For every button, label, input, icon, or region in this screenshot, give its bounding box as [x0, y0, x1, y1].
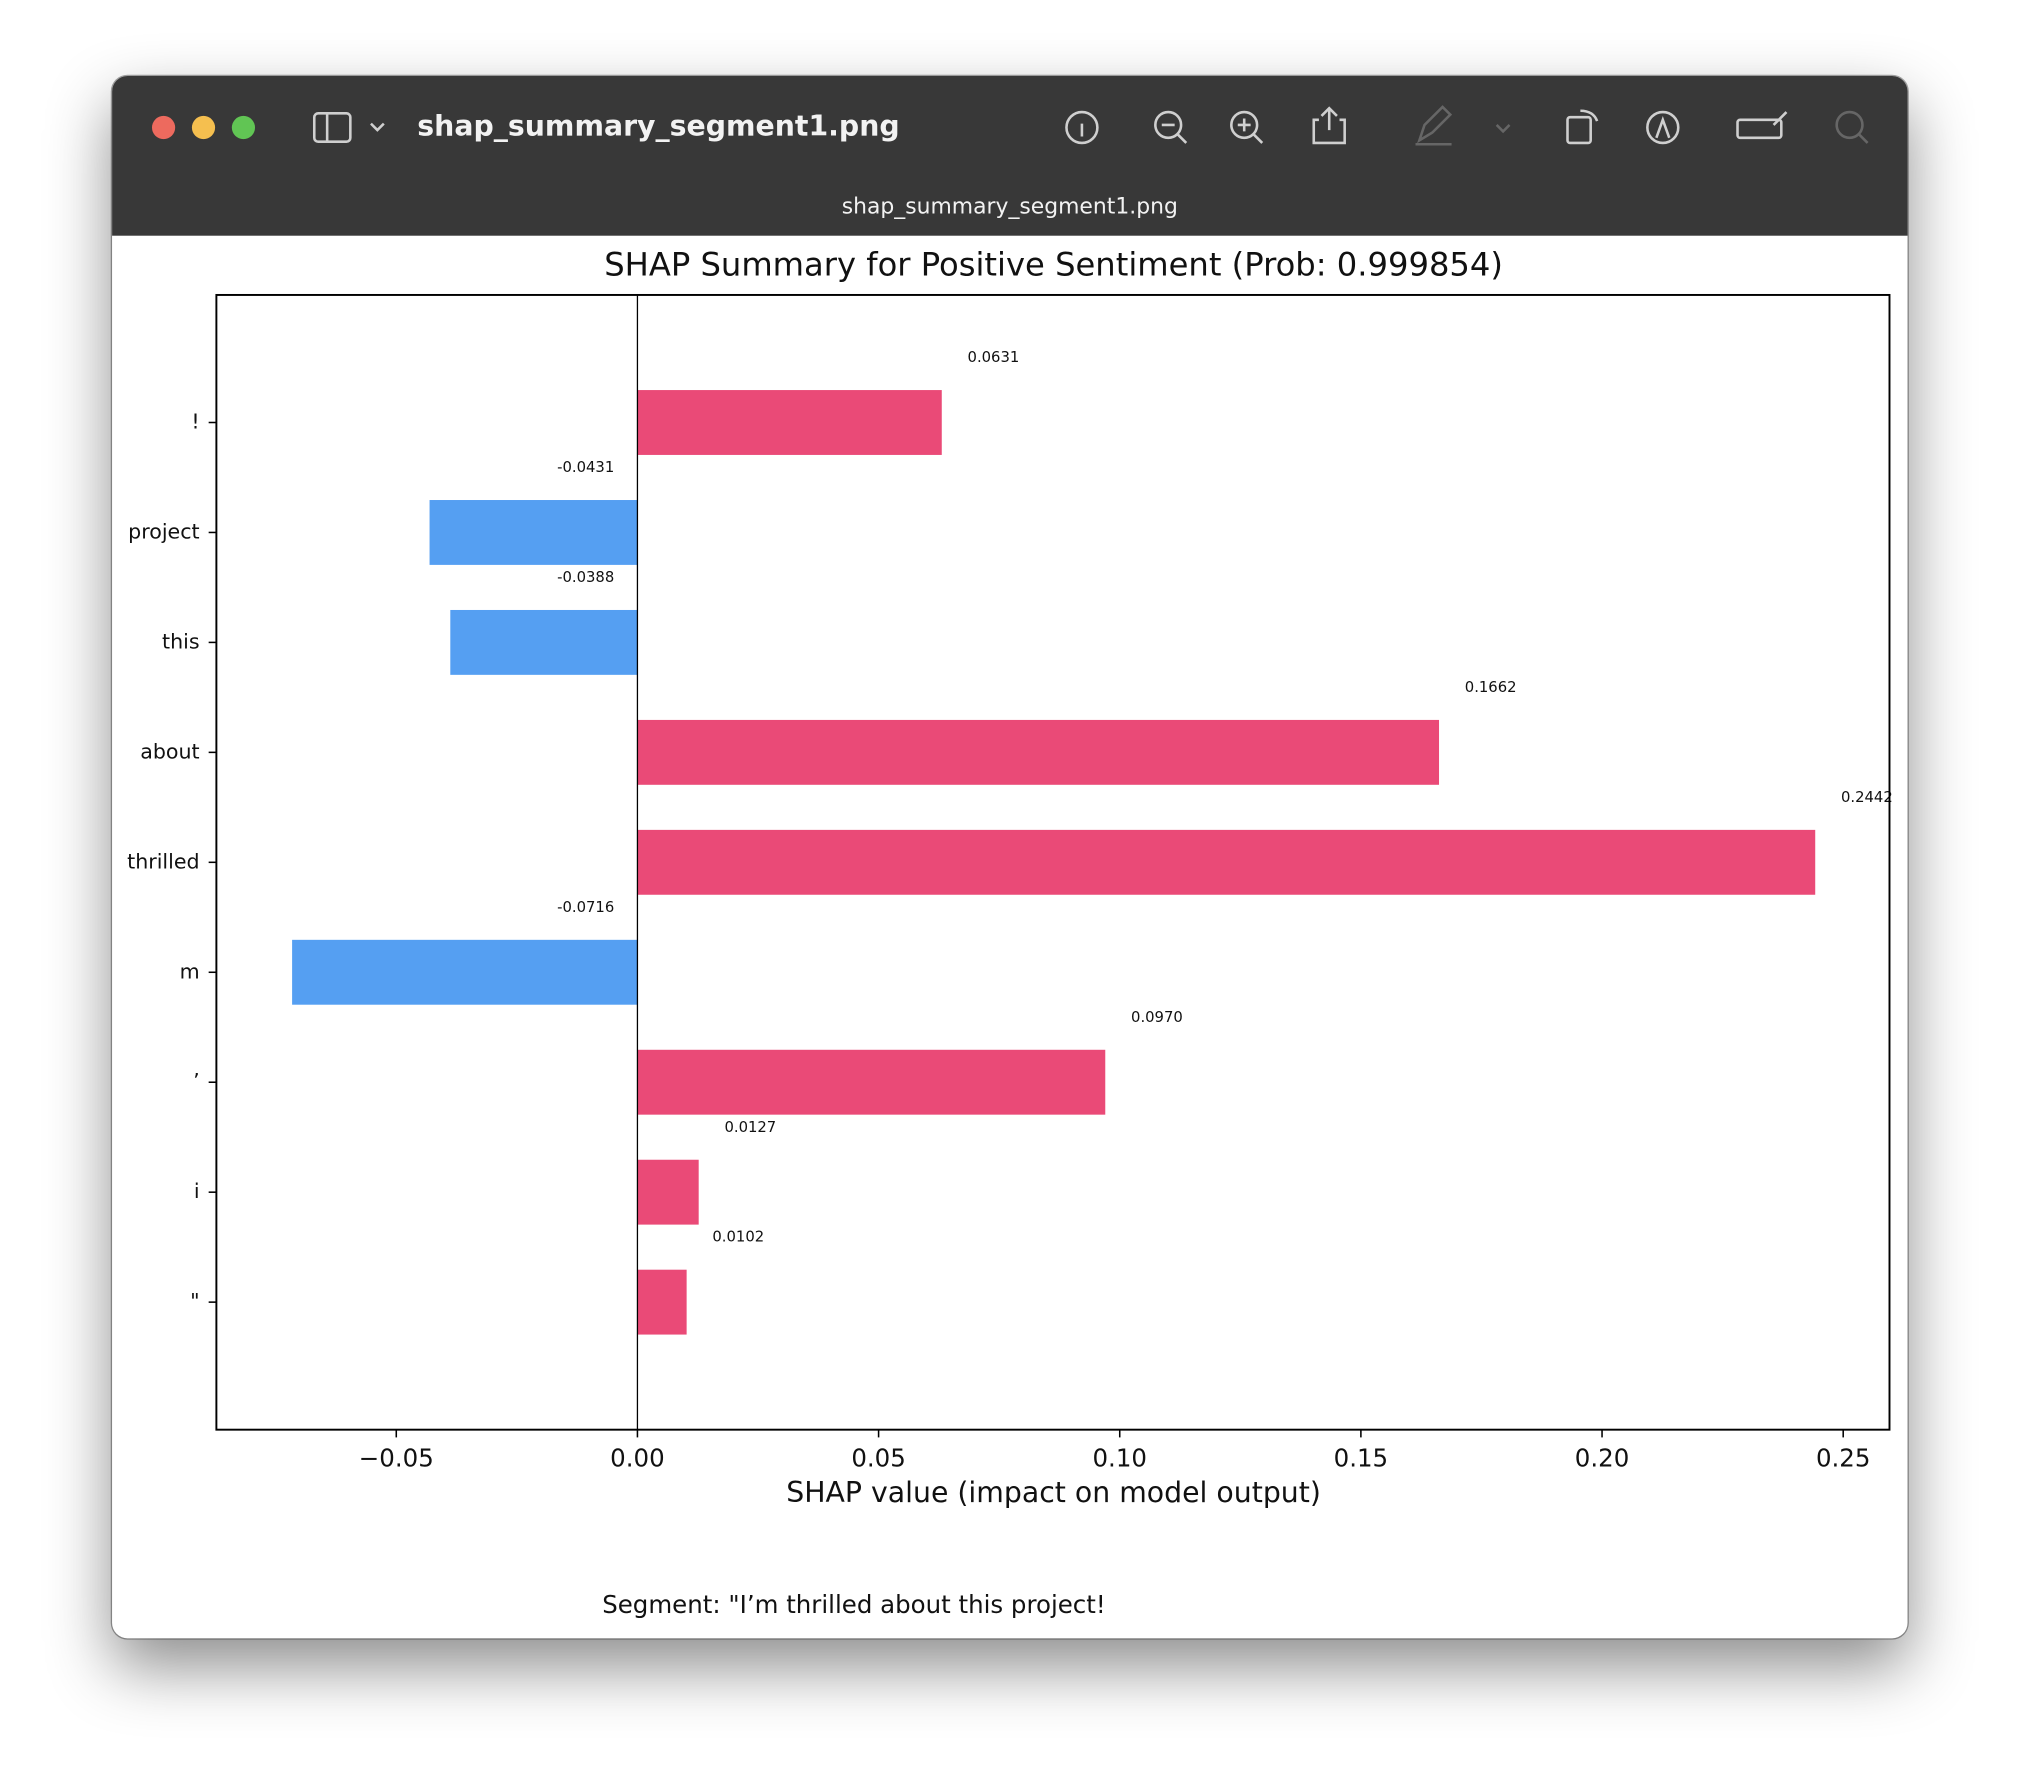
x-tick-label: 0.10 — [1092, 1443, 1146, 1472]
bar — [637, 1049, 1106, 1115]
sign-button[interactable] — [1736, 111, 1788, 140]
search-button[interactable] — [1835, 110, 1869, 144]
bar — [429, 500, 638, 565]
minimize-button[interactable] — [191, 115, 216, 140]
sidebar-button[interactable] — [312, 112, 385, 143]
chart-title: SHAP Summary for Positive Sentiment (Pro… — [604, 246, 1503, 284]
rotate-button[interactable] — [1566, 109, 1599, 145]
window-title: shap_summary_segment1.png — [417, 110, 899, 143]
bar — [637, 719, 1440, 785]
tab-title: shap_summary_segment1.png — [842, 194, 1178, 219]
value-label: -0.0431 — [557, 459, 614, 476]
x-tick-label: 0.15 — [1334, 1443, 1388, 1472]
y-tick-label: " — [190, 1289, 199, 1313]
bar — [450, 609, 638, 675]
x-tick-label: −0.05 — [359, 1443, 434, 1472]
value-label: -0.0716 — [557, 899, 614, 916]
y-tick-label: about — [140, 739, 199, 763]
x-tick-label: 0.00 — [610, 1443, 664, 1472]
share-button[interactable] — [1312, 106, 1346, 145]
y-tick-label: project — [128, 519, 199, 543]
y-tick-label: m — [180, 959, 200, 983]
footnote: Segment: "I’m thrilled about this projec… — [602, 1590, 1105, 1619]
markup-button[interactable] — [1646, 110, 1680, 145]
bar — [637, 829, 1816, 895]
value-label: 0.0970 — [1131, 1009, 1183, 1026]
bar — [637, 1159, 699, 1225]
zoom-out-button[interactable] — [1154, 110, 1188, 144]
zoom-in-button[interactable] — [1230, 110, 1264, 144]
y-tick-label: thrilled — [127, 849, 200, 873]
info-button[interactable] — [1065, 110, 1099, 145]
y-tick-label: ’ — [193, 1069, 200, 1093]
plot-frame — [215, 293, 1891, 1431]
bar — [292, 939, 638, 1005]
y-tick-label: this — [162, 629, 200, 653]
value-label: 0.0631 — [968, 349, 1020, 366]
value-label: 0.0102 — [712, 1229, 764, 1246]
chart: SHAP Summary for Positive Sentiment (Pro… — [127, 246, 1893, 1620]
y-tick-label: ! — [191, 409, 199, 433]
preview-window: shap_summary_segment1.png shap_summary_s… — [112, 75, 1908, 1639]
value-label: 0.0127 — [724, 1119, 776, 1136]
value-label: 0.2442 — [1841, 789, 1893, 806]
value-label: 0.1662 — [1465, 679, 1517, 696]
x-tick-label: 0.25 — [1816, 1443, 1870, 1472]
x-tick-label: 0.20 — [1575, 1443, 1629, 1472]
bar — [637, 1269, 687, 1335]
title-bar: shap_summary_segment1.png shap_summary_s… — [112, 75, 1908, 236]
highlight-button[interactable] — [1415, 105, 1511, 146]
value-label: -0.0388 — [557, 569, 614, 586]
y-tick-label: i — [194, 1179, 200, 1203]
bar — [637, 390, 942, 455]
x-axis-label: SHAP value (impact on model output) — [786, 1476, 1321, 1509]
x-tick-label: 0.05 — [851, 1443, 905, 1472]
close-button[interactable] — [151, 115, 176, 140]
zoom-button[interactable] — [231, 115, 256, 140]
